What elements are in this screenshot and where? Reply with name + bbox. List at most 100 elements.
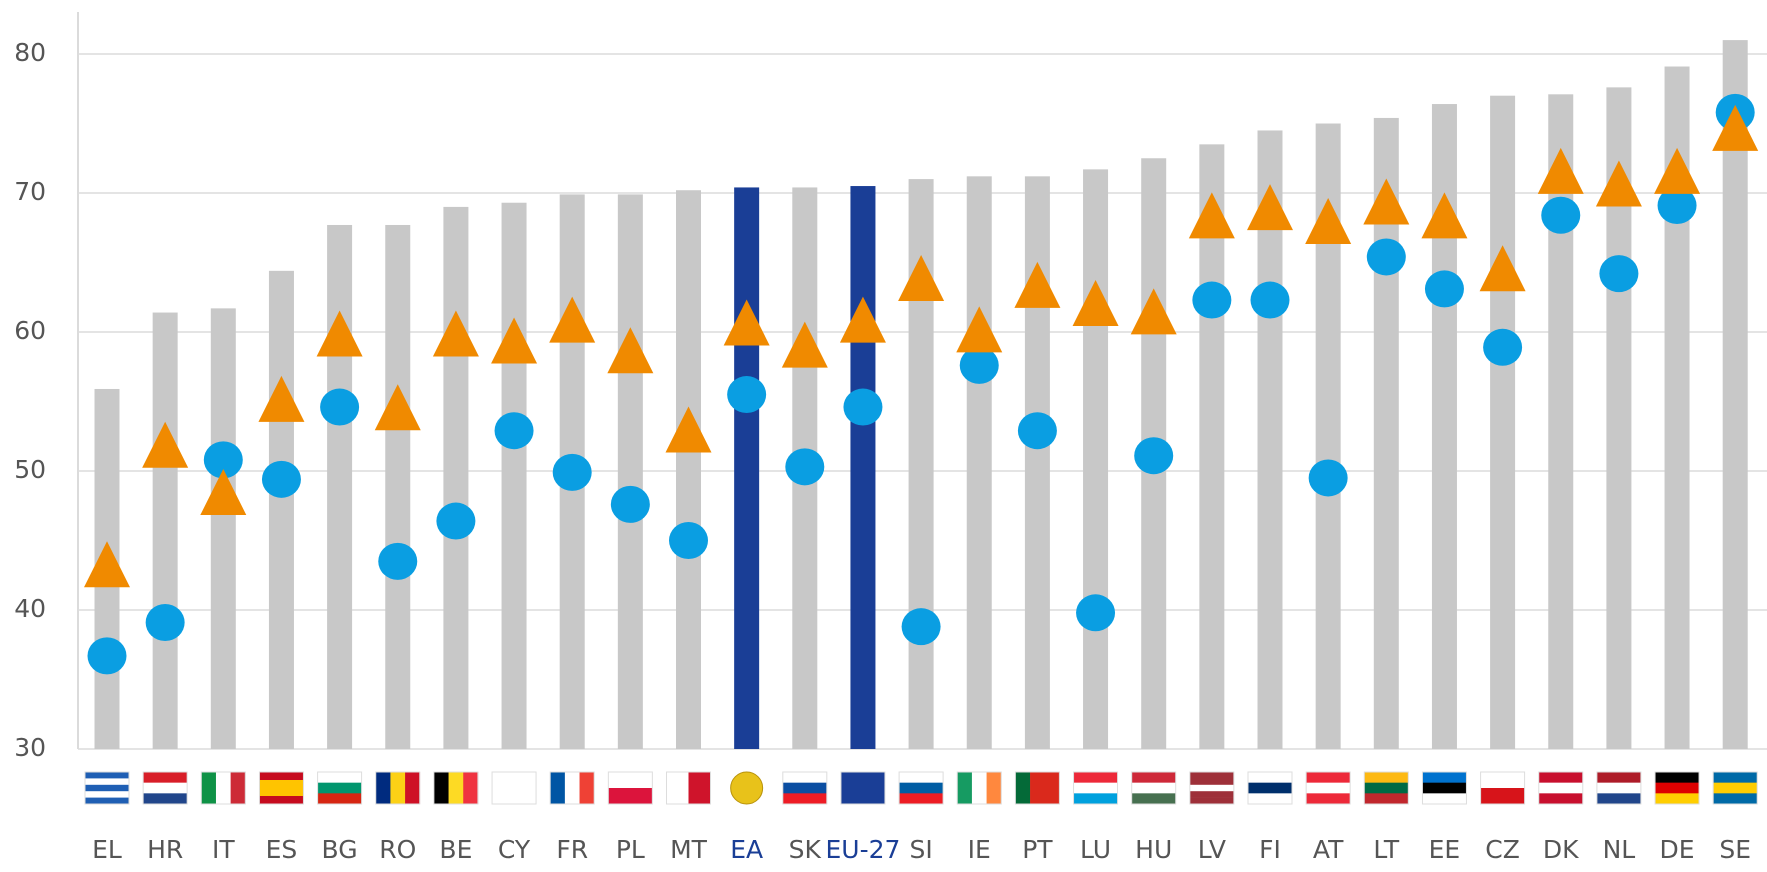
flag-border bbox=[375, 771, 421, 805]
flag-stripe bbox=[405, 772, 421, 804]
flag-stripe bbox=[688, 772, 711, 804]
triangle-marker bbox=[1305, 197, 1352, 244]
flag-stripe bbox=[143, 772, 188, 783]
triangle-marker bbox=[1537, 147, 1584, 194]
flag-stripe bbox=[564, 772, 580, 804]
x-tick-label: EE bbox=[1429, 835, 1461, 864]
flag-stripe bbox=[1073, 793, 1118, 805]
flag-stripe bbox=[259, 780, 304, 789]
bar bbox=[1722, 40, 1748, 750]
flag-border bbox=[1305, 771, 1351, 805]
circle-marker bbox=[901, 608, 941, 646]
circle-marker bbox=[203, 441, 243, 479]
bar bbox=[210, 308, 236, 749]
flag bbox=[1712, 771, 1758, 805]
x-tick-label: IE bbox=[968, 835, 991, 864]
flag-stripe bbox=[1364, 793, 1409, 805]
triangle-marker bbox=[839, 296, 886, 343]
flag bbox=[1654, 771, 1700, 805]
bar bbox=[676, 190, 701, 750]
triangle-marker bbox=[1014, 261, 1061, 308]
y-tick-label: 70 bbox=[14, 177, 46, 206]
triangle-marker bbox=[84, 541, 130, 588]
flag-border bbox=[898, 771, 944, 805]
triangle-marker bbox=[1072, 279, 1119, 326]
flag-border bbox=[1189, 771, 1235, 805]
flag-border bbox=[1480, 771, 1526, 805]
triangle-marker bbox=[549, 296, 596, 343]
flag-stripe bbox=[375, 772, 391, 804]
flag-stripe bbox=[201, 772, 217, 804]
flag bbox=[1421, 771, 1467, 805]
circle-marker bbox=[843, 388, 883, 426]
flag-stripe bbox=[390, 772, 406, 804]
triangle-marker bbox=[607, 327, 654, 374]
flag-stripe bbox=[666, 772, 689, 804]
circle-marker bbox=[1192, 281, 1232, 319]
triangle-marker bbox=[316, 310, 363, 357]
flag-stripe bbox=[1030, 772, 1046, 804]
flag-stripe bbox=[85, 772, 129, 779]
flag-border bbox=[782, 771, 828, 805]
triangle-marker bbox=[432, 310, 479, 357]
flag-stripe bbox=[1073, 782, 1118, 794]
x-tick-label: LV bbox=[1198, 835, 1226, 864]
flag-stripe bbox=[448, 772, 464, 804]
flag-stripe bbox=[608, 772, 653, 789]
circle-marker bbox=[1599, 255, 1639, 293]
x-tick-label: EA bbox=[730, 835, 763, 864]
flag-stripe bbox=[1248, 772, 1292, 783]
flag-stripe bbox=[492, 772, 537, 805]
flag-border bbox=[1421, 771, 1467, 805]
flag-border bbox=[956, 771, 1002, 805]
triangle-marker bbox=[723, 299, 770, 346]
flag-stripe bbox=[1364, 772, 1409, 783]
triangle-marker bbox=[1247, 184, 1293, 231]
flag-border bbox=[200, 771, 246, 805]
flag-stripe bbox=[1538, 793, 1583, 805]
flag bbox=[607, 771, 653, 805]
flag-stripe bbox=[1596, 782, 1641, 794]
triangle-marker bbox=[1188, 192, 1235, 239]
circle-marker bbox=[785, 448, 825, 486]
bar bbox=[1083, 169, 1109, 749]
x-tick-label: BE bbox=[439, 835, 472, 864]
circle-marker bbox=[87, 637, 127, 675]
triangle-marker bbox=[665, 406, 712, 453]
flag-stripe bbox=[1306, 793, 1351, 805]
circle-marker bbox=[378, 542, 418, 580]
flag bbox=[1538, 771, 1584, 805]
flag-stripe bbox=[463, 772, 479, 804]
flag-stripe bbox=[1480, 788, 1525, 805]
flag-stripe bbox=[1015, 772, 1031, 804]
flag-stripe bbox=[1073, 772, 1118, 783]
circle-marker bbox=[1076, 594, 1116, 632]
circle-marker bbox=[320, 388, 360, 426]
x-tick-label: MT bbox=[670, 835, 708, 864]
x-tick-label: CZ bbox=[1485, 835, 1520, 864]
flag-border bbox=[317, 771, 363, 805]
flag-stripe bbox=[1306, 772, 1351, 783]
flag-stripe bbox=[85, 784, 129, 792]
x-tick-label: IT bbox=[212, 835, 235, 864]
flag bbox=[1247, 771, 1293, 805]
flag bbox=[1480, 771, 1526, 805]
flag bbox=[1596, 771, 1642, 805]
flag-border bbox=[84, 771, 130, 805]
bar bbox=[1490, 95, 1516, 749]
flag-stripe bbox=[259, 772, 304, 781]
bar bbox=[1199, 144, 1225, 750]
flag-stripe bbox=[550, 772, 566, 804]
x-tick-label: SI bbox=[909, 835, 932, 864]
flag-stripe bbox=[899, 793, 944, 805]
flag-stripe bbox=[1131, 793, 1176, 805]
bar bbox=[443, 206, 469, 749]
flag-border bbox=[1131, 771, 1177, 805]
triangle-marker bbox=[1712, 104, 1759, 151]
bar bbox=[617, 194, 643, 749]
flag-stripe bbox=[1044, 772, 1060, 804]
flag-border bbox=[1363, 771, 1409, 805]
flag-stripe bbox=[1131, 772, 1176, 783]
triangle-marker bbox=[374, 384, 421, 431]
bar bbox=[385, 224, 411, 750]
